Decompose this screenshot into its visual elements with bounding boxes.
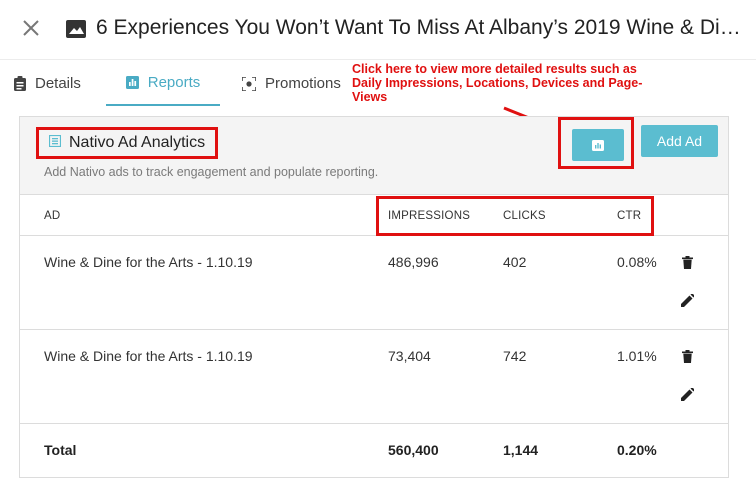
- detailed-results-highlight: [558, 117, 634, 169]
- metrics-header-highlight: [376, 196, 654, 236]
- close-icon: [23, 20, 39, 36]
- ctr-cell: 1.01%: [617, 348, 657, 364]
- page-title: 6 Experiences You Won’t Want To Miss At …: [96, 16, 748, 39]
- detailed-results-button[interactable]: [572, 129, 624, 161]
- ctr-cell: 0.08%: [617, 254, 657, 270]
- analytics-icon: [48, 134, 62, 152]
- tab-details[interactable]: Details: [14, 61, 81, 106]
- total-impressions: 560,400: [388, 442, 439, 458]
- report-icon: [592, 139, 604, 151]
- section-title-highlight: Nativo Ad Analytics: [36, 127, 218, 159]
- tab-promotions[interactable]: Promotions: [242, 61, 341, 106]
- image-icon: [66, 20, 86, 38]
- annotation-note: Click here to view more detailed results…: [352, 62, 643, 104]
- tab-details-label: Details: [35, 75, 81, 92]
- table-header: AD IMPRESSIONS CLICKS CTR: [20, 196, 728, 236]
- edit-icon[interactable]: [681, 294, 694, 307]
- column-header-impressions: IMPRESSIONS: [388, 210, 471, 222]
- table-row: Wine & Dine for the Arts - 1.10.19 486,9…: [20, 237, 728, 330]
- total-clicks: 1,144: [503, 442, 539, 458]
- delete-icon[interactable]: [682, 350, 693, 363]
- column-header-clicks: CLICKS: [503, 210, 546, 222]
- clicks-cell: 742: [503, 348, 527, 364]
- impressions-cell: 486,996: [388, 254, 439, 270]
- ad-name-cell: Wine & Dine for the Arts - 1.10.19: [44, 254, 253, 270]
- impressions-cell: 73,404: [388, 348, 431, 364]
- tab-reports[interactable]: Reports: [106, 61, 220, 106]
- analytics-card: Nativo Ad Analytics Add Nativo ads to tr…: [19, 116, 729, 478]
- section-title: Nativo Ad Analytics: [69, 134, 206, 151]
- total-row: Total 560,400 1,144 0.20%: [20, 424, 728, 478]
- ad-name-cell: Wine & Dine for the Arts - 1.10.19: [44, 348, 253, 364]
- section-subtitle: Add Nativo ads to track engagement and p…: [44, 165, 379, 179]
- column-header-ctr: CTR: [617, 210, 642, 222]
- table-row: Wine & Dine for the Arts - 1.10.19 73,40…: [20, 330, 728, 424]
- close-button[interactable]: [20, 17, 42, 39]
- tab-reports-label: Reports: [147, 74, 201, 91]
- card-header: Nativo Ad Analytics Add Nativo ads to tr…: [20, 117, 728, 195]
- edit-icon[interactable]: [681, 388, 694, 401]
- add-ad-button[interactable]: Add Ad: [641, 125, 718, 157]
- column-header-ad: AD: [44, 210, 61, 222]
- tab-bar: Details Reports Promotions: [0, 61, 756, 106]
- tab-promotions-label: Promotions: [265, 75, 341, 92]
- clicks-cell: 402: [503, 254, 527, 270]
- clipboard-icon: [14, 76, 26, 91]
- total-label: Total: [44, 442, 77, 458]
- bar-chart-icon: [125, 76, 139, 89]
- total-ctr: 0.20%: [617, 442, 657, 458]
- header-bar: 6 Experiences You Won’t Want To Miss At …: [0, 0, 756, 60]
- promotions-icon: [242, 76, 256, 91]
- delete-icon[interactable]: [682, 256, 693, 269]
